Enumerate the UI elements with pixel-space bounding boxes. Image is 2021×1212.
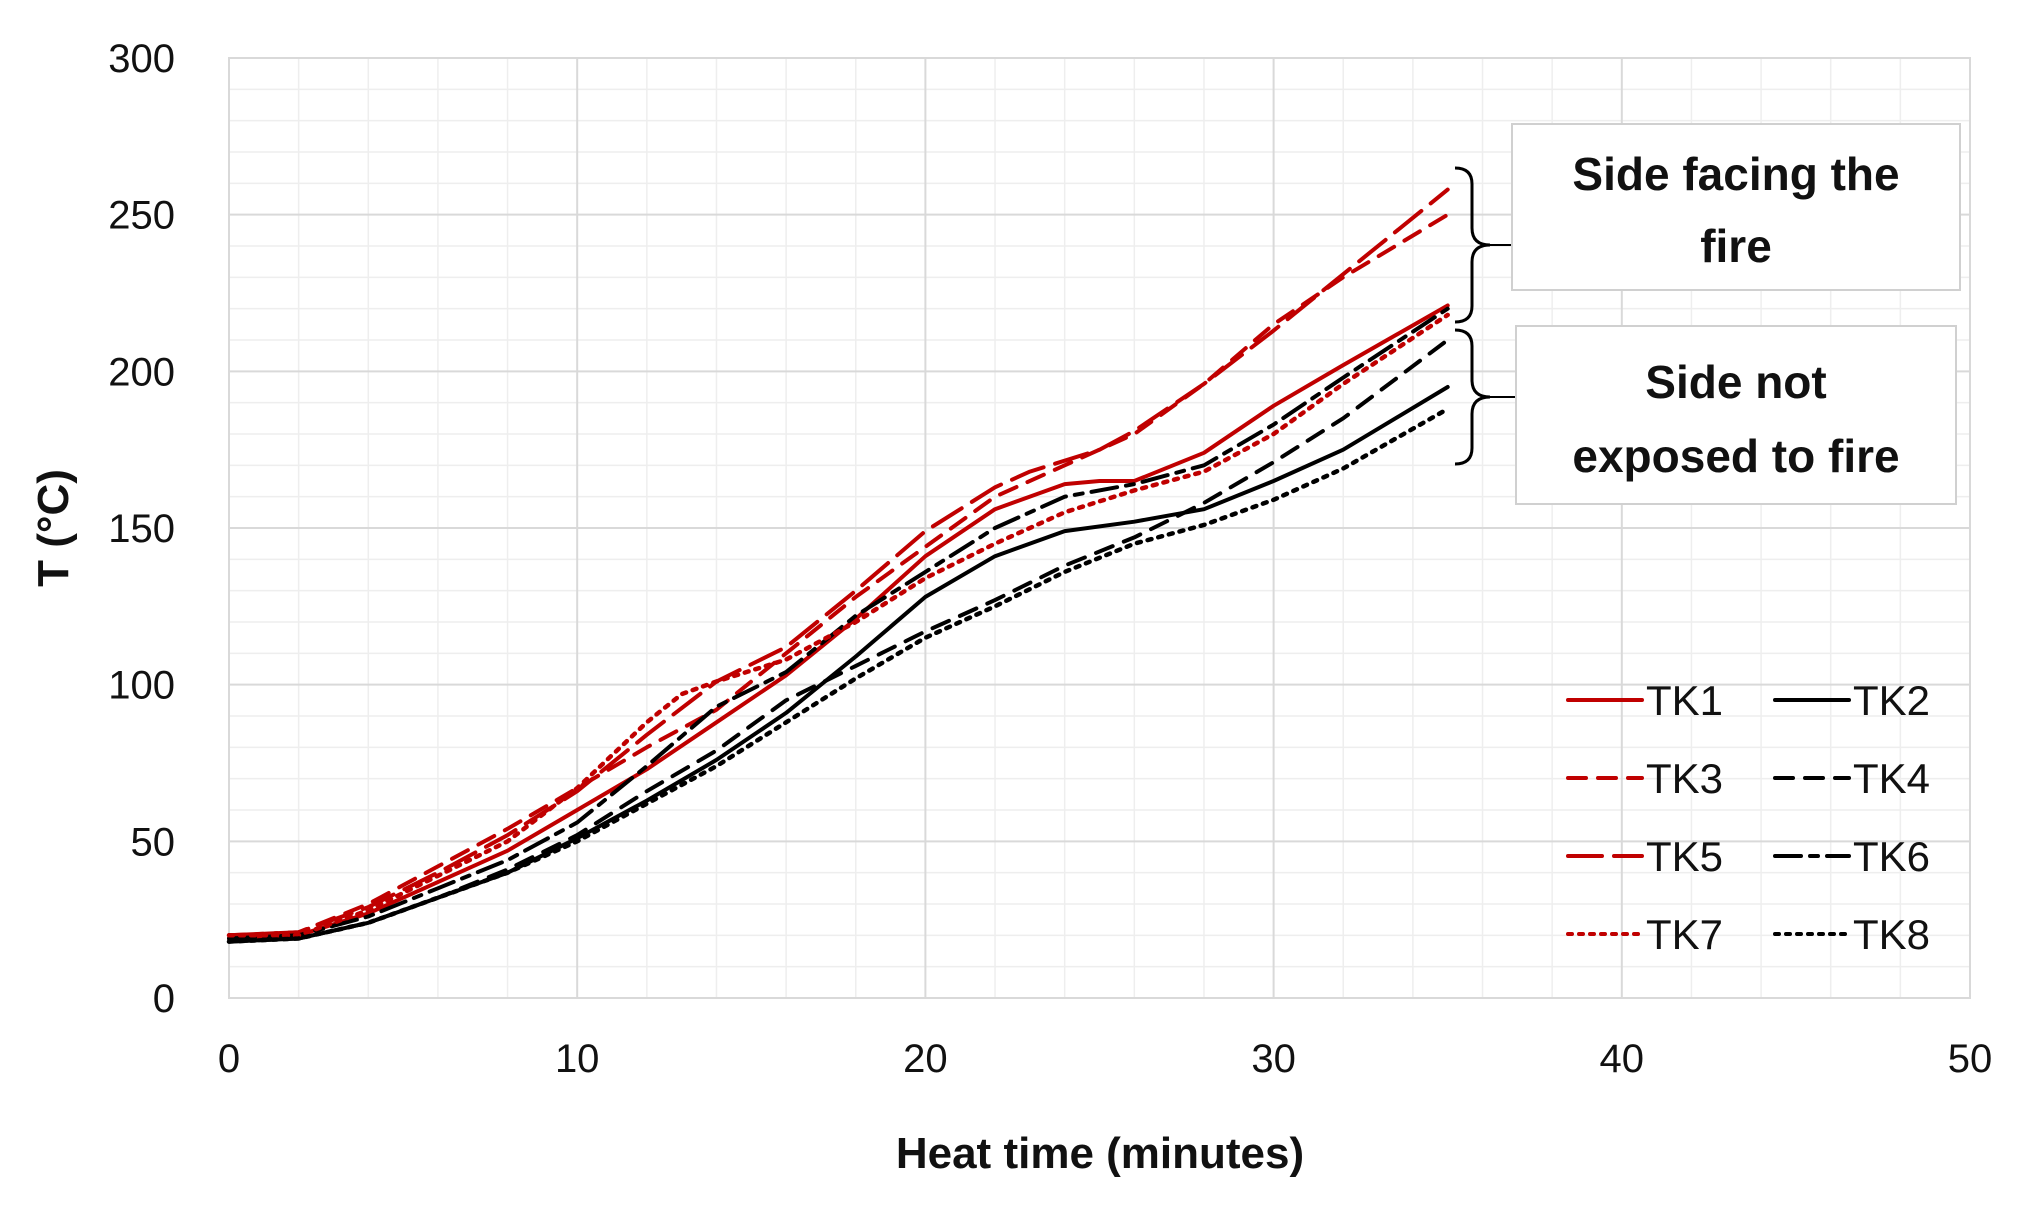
plot-frame [228,57,1971,999]
legend-label-tk4: TK4 [1853,755,1930,802]
x-tick-label: 20 [903,1037,948,1081]
series-lines [226,187,1450,944]
y-tick-label: 250 [108,194,175,238]
x-tick-label: 10 [555,1037,600,1081]
legend: TK1 TK2 TK3 TK4 TK5 TK6 TK7 TK8 [1566,677,1930,958]
y-axis-title: T (°C) [29,469,78,587]
legend-label-tk2: TK2 [1853,677,1930,724]
y-axis-ticks: 0 50 100 150 200 250 300 [108,37,175,1021]
y-tick-label: 100 [108,664,175,708]
series-line-tk4 [227,338,1450,944]
x-axis-ticks: 0 10 20 30 40 50 [218,1037,1992,1081]
annotation-facing-fire: Side facing the fire [1454,123,1961,324]
annotation-box-not-exposed [1515,325,1957,505]
annotation-text-facing-fire-line2: fire [1700,220,1772,272]
annotation-text-not-exposed-line1: Side not [1645,356,1826,408]
legend-label-tk5: TK5 [1646,833,1723,880]
series-line-tk5 [227,187,1450,938]
y-tick-label: 0 [153,977,175,1021]
annotation-box-facing-fire [1511,123,1961,291]
legend-label-tk6: TK6 [1853,833,1930,880]
legend-label-tk8: TK8 [1853,911,1930,958]
annotation-text-facing-fire-line1: Side facing the [1572,148,1899,200]
y-tick-label: 150 [108,507,175,551]
series-line-tk6 [227,306,1450,941]
y-tick-label: 50 [131,820,176,864]
series-line-tk1 [227,303,1450,941]
legend-label-tk3: TK3 [1646,755,1723,802]
y-tick-label: 200 [108,350,175,394]
series-line-tk7 [226,312,1450,938]
legend-label-tk7: TK7 [1646,911,1723,958]
y-tick-label: 300 [108,37,175,81]
x-tick-label: 40 [1600,1037,1645,1081]
annotation-not-exposed: Side not exposed to fire [1454,325,1957,505]
x-axis-title: Heat time (minutes) [896,1129,1304,1178]
series-line-tk8 [226,406,1450,944]
x-tick-label: 30 [1251,1037,1296,1081]
annotation-text-not-exposed-line2: exposed to fire [1572,430,1899,482]
legend-label-tk1: TK1 [1646,677,1723,724]
x-tick-label: 50 [1948,1037,1993,1081]
x-tick-label: 0 [218,1037,240,1081]
